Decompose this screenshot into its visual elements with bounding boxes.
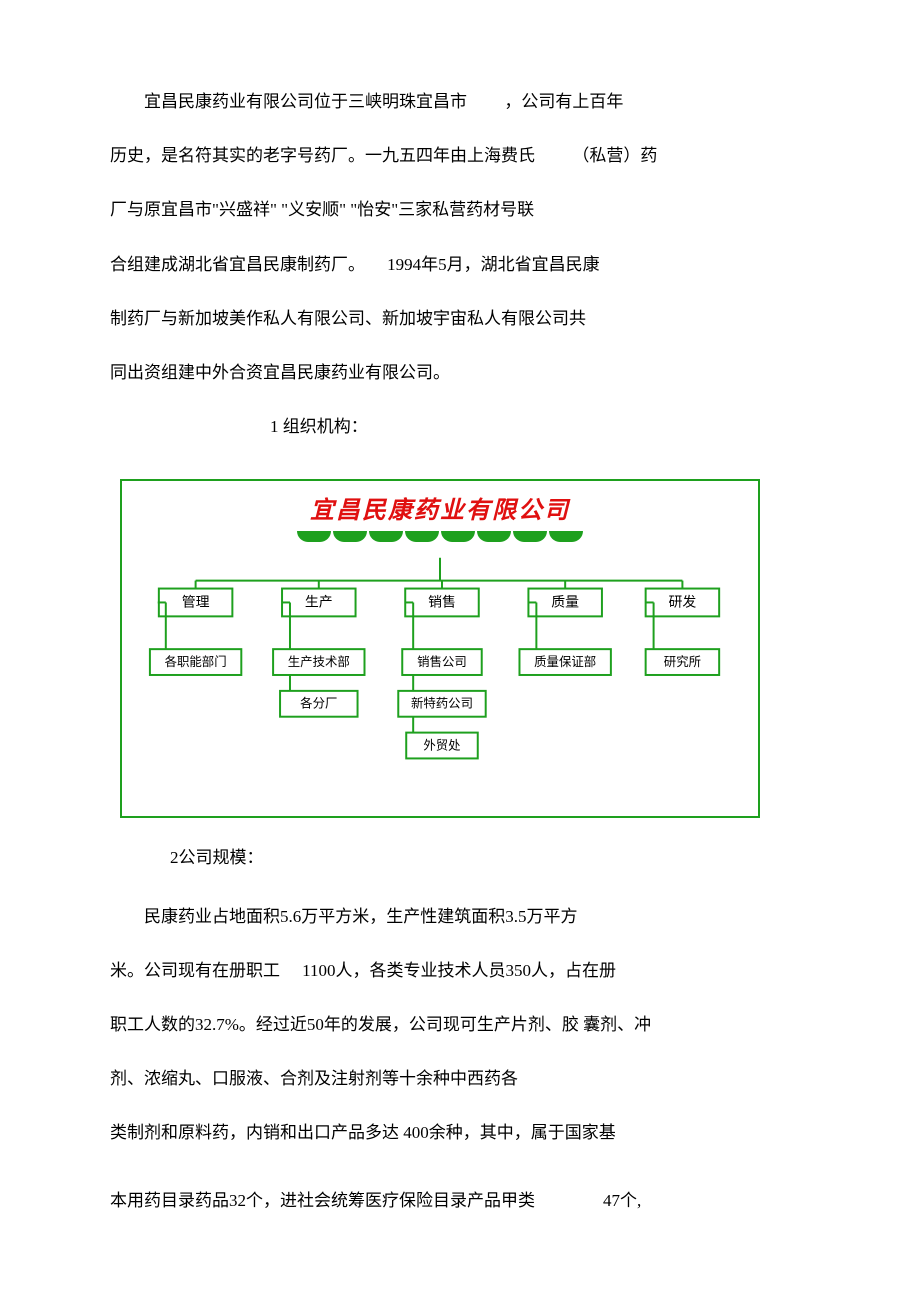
para-3: 厂与原宜昌市"兴盛祥" "义安顺" "怡安"三家私营药材号联 — [110, 188, 810, 232]
text: 1100人，各类专业技术人员350人，占在册 — [302, 961, 616, 980]
scale-3: 职工人数的32.7%。经过近50年的发展，公司现可生产片剂、胶 囊剂、冲 — [110, 1003, 810, 1047]
svg-text:各职能部门: 各职能部门 — [165, 654, 227, 669]
svg-text:研发: 研发 — [669, 595, 697, 611]
svg-text:外贸处: 外贸处 — [423, 739, 460, 753]
text: 米。公司现有在册职工 — [110, 961, 280, 980]
heading-org: 1 组织机构： — [110, 405, 810, 449]
para-2: 历史，是名符其实的老字号药厂。一九五四年由上海费氏 （私营）药 — [110, 134, 810, 178]
para-1: 宜昌民康药业有限公司位于三峡明珠宜昌市 ，公司有上百年 — [110, 80, 810, 124]
text: 历史，是名符其实的老字号药厂。一九五四年由上海费氏 — [110, 146, 535, 165]
text: 1994年5月，湖北省宜昌民康 — [387, 255, 600, 274]
svg-text:各分厂: 各分厂 — [300, 696, 337, 711]
svg-text:销售公司: 销售公司 — [417, 654, 467, 669]
org-chart-svg: 管理各职能部门 生产生产技术部各分厂 销售销售公司新特药公司外贸处 质量质量保证部 研发… — [136, 542, 744, 802]
para-4: 合组建成湖北省宜昌民康制药厂。 1994年5月，湖北省宜昌民康 — [110, 243, 810, 287]
text: 合组建成湖北省宜昌民康制药厂。 — [110, 255, 365, 274]
svg-text:质量保证部: 质量保证部 — [534, 654, 596, 669]
text: 47个, — [603, 1191, 641, 1210]
svg-text:生产技术部: 生产技术部 — [288, 654, 350, 669]
scale-5: 类制剂和原料药，内销和出口产品多达 400余种，其中，属于国家基 — [110, 1111, 810, 1155]
svg-text:生产: 生产 — [305, 595, 333, 611]
svg-text:管理: 管理 — [182, 595, 210, 611]
text: 本用药目录药品32个，进社会统筹医疗保险目录产品甲类 — [110, 1191, 535, 1210]
svg-text:研究所: 研究所 — [664, 654, 701, 669]
org-title-decor — [136, 531, 744, 542]
scale-6: 本用药目录药品32个，进社会统筹医疗保险目录产品甲类 47个, — [110, 1179, 810, 1223]
text: （私营）药 — [572, 146, 657, 165]
text: 宜昌民康药业有限公司位于三峡明珠宜昌市 — [144, 92, 467, 111]
scale-2: 米。公司现有在册职工 1100人，各类专业技术人员350人，占在册 — [110, 949, 810, 993]
para-6: 同出资组建中外合资宜昌民康药业有限公司。 — [110, 351, 810, 395]
scale-4: 剂、浓缩丸、口服液、合剂及注射剂等十余种中西药各 — [110, 1057, 810, 1101]
text: ，公司有上百年 — [504, 92, 623, 111]
heading-scale: 2公司规模： — [110, 836, 810, 880]
scale-1: 民康药业占地面积5.6万平方米，生产性建筑面积3.5万平方 — [110, 895, 810, 939]
svg-text:销售: 销售 — [428, 595, 456, 611]
svg-text:质量: 质量 — [551, 595, 579, 611]
org-chart: 宜昌民康药业有限公司 管理各职能部门 生产生产技术部各分厂 销售销售公司新特药公司外… — [120, 479, 760, 818]
org-chart-title: 宜昌民康药业有限公司 — [136, 493, 744, 529]
svg-text:新特药公司: 新特药公司 — [411, 696, 473, 711]
para-5: 制药厂与新加坡美作私人有限公司、新加坡宇宙私人有限公司共 — [110, 297, 810, 341]
